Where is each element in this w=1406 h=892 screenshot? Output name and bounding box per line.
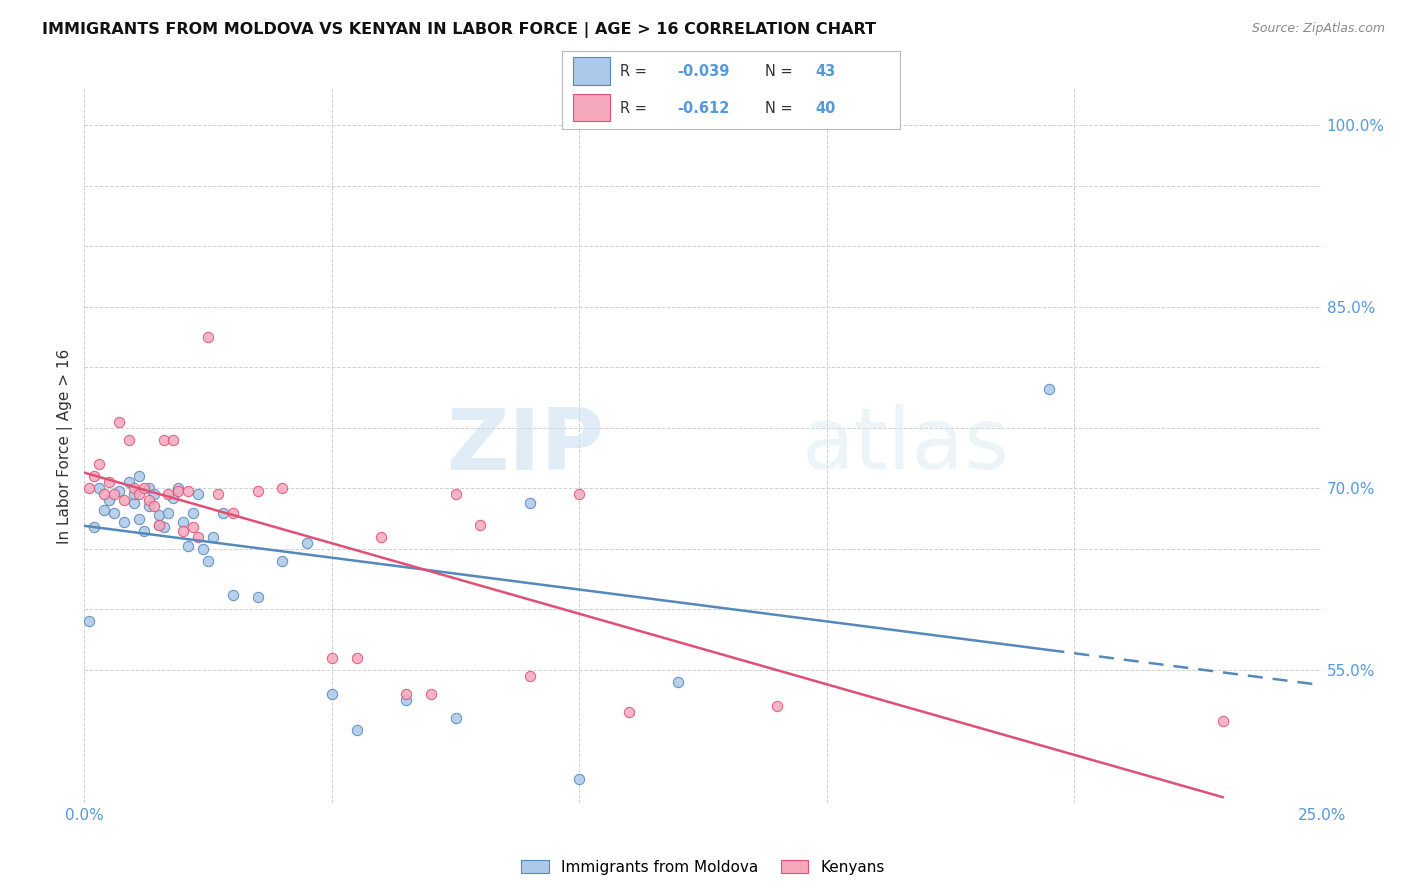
Point	[157, 487, 180, 501]
Point	[470, 517, 492, 532]
Point	[246, 483, 269, 498]
Point	[108, 415, 131, 429]
Point	[103, 506, 125, 520]
Point	[89, 457, 111, 471]
Point	[167, 481, 190, 495]
Point	[118, 475, 141, 490]
Point	[172, 524, 194, 538]
Text: R =: R =	[620, 101, 655, 116]
Point	[177, 483, 200, 498]
Point	[142, 487, 165, 501]
Point	[83, 469, 105, 483]
Point	[122, 481, 145, 495]
Text: -0.612: -0.612	[678, 101, 730, 116]
Point	[395, 687, 418, 701]
Point	[207, 487, 229, 501]
Point	[108, 483, 131, 498]
Point	[346, 723, 368, 738]
Point	[148, 508, 170, 522]
Point	[212, 506, 235, 520]
Point	[128, 511, 150, 525]
Point	[181, 520, 204, 534]
Point	[128, 469, 150, 483]
Point	[222, 588, 245, 602]
Point	[271, 554, 294, 568]
Point	[152, 520, 174, 534]
Point	[197, 554, 219, 568]
Point	[519, 496, 541, 510]
Point	[321, 687, 343, 701]
Point	[98, 493, 121, 508]
Text: IMMIGRANTS FROM MOLDOVA VS KENYAN IN LABOR FORCE | AGE > 16 CORRELATION CHART: IMMIGRANTS FROM MOLDOVA VS KENYAN IN LAB…	[42, 22, 876, 38]
Point	[187, 530, 209, 544]
Point	[152, 433, 174, 447]
Point	[112, 493, 135, 508]
Text: 40: 40	[815, 101, 835, 116]
Point	[202, 530, 225, 544]
Text: 43: 43	[815, 63, 835, 78]
Point	[172, 515, 194, 529]
Point	[370, 530, 392, 544]
Text: -0.039: -0.039	[678, 63, 730, 78]
Point	[617, 705, 640, 719]
Point	[122, 487, 145, 501]
Legend: Immigrants from Moldova, Kenyans: Immigrants from Moldova, Kenyans	[515, 854, 891, 880]
Point	[167, 483, 190, 498]
Point	[79, 481, 101, 495]
Point	[103, 487, 125, 501]
Point	[93, 487, 115, 501]
Point	[246, 590, 269, 604]
Point	[187, 487, 209, 501]
Point	[766, 699, 789, 714]
Point	[419, 687, 441, 701]
Point	[519, 669, 541, 683]
Point	[222, 506, 245, 520]
Point	[181, 506, 204, 520]
Text: R =: R =	[620, 63, 651, 78]
Point	[128, 487, 150, 501]
Point	[395, 693, 418, 707]
Point	[666, 674, 689, 689]
Bar	[572, 57, 610, 85]
Point	[93, 503, 115, 517]
Y-axis label: In Labor Force | Age > 16: In Labor Force | Age > 16	[58, 349, 73, 543]
Point	[162, 491, 184, 505]
Point	[142, 500, 165, 514]
Point	[138, 500, 160, 514]
Text: N =: N =	[765, 101, 797, 116]
Point	[444, 711, 467, 725]
Point	[118, 433, 141, 447]
Point	[112, 515, 135, 529]
Point	[98, 475, 121, 490]
Text: N =: N =	[765, 63, 797, 78]
Point	[321, 650, 343, 665]
Point	[191, 541, 214, 556]
Point	[138, 481, 160, 495]
Point	[89, 481, 111, 495]
Point	[79, 615, 101, 629]
Bar	[572, 94, 610, 121]
Point	[122, 496, 145, 510]
Point	[132, 524, 155, 538]
Text: Source: ZipAtlas.com: Source: ZipAtlas.com	[1251, 22, 1385, 36]
Point	[1212, 714, 1234, 728]
Text: ZIP: ZIP	[446, 404, 605, 488]
Point	[271, 481, 294, 495]
Point	[568, 772, 591, 786]
Text: atlas: atlas	[801, 404, 1010, 488]
Point	[444, 487, 467, 501]
Point	[162, 433, 184, 447]
Point	[157, 506, 180, 520]
Point	[83, 520, 105, 534]
Point	[1038, 382, 1060, 396]
Point	[197, 330, 219, 344]
Point	[346, 650, 368, 665]
Point	[148, 517, 170, 532]
Point	[295, 535, 318, 549]
Point	[568, 487, 591, 501]
Point	[148, 517, 170, 532]
Point	[132, 481, 155, 495]
Point	[177, 540, 200, 554]
Point	[138, 493, 160, 508]
